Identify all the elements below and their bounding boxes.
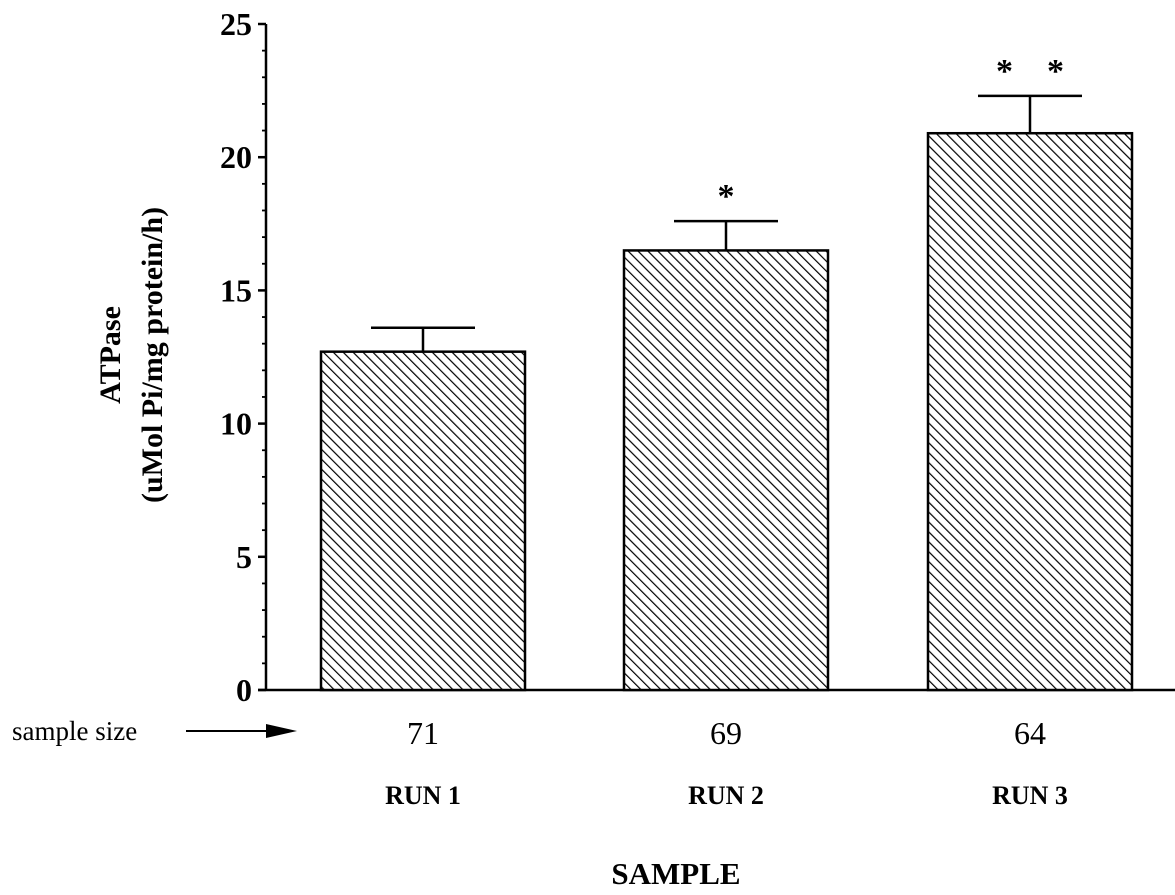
sample-size-value: 71 (407, 715, 439, 751)
sample-size-arrow (186, 724, 297, 738)
x-axis-title: SAMPLE (611, 856, 740, 891)
y-tick-label: 0 (236, 672, 252, 708)
y-axis: 0 5 10 15 20 25 (220, 6, 268, 708)
sample-size-value: 69 (710, 715, 742, 751)
category-label: RUN 2 (688, 781, 764, 810)
y-tick-label: 5 (236, 539, 252, 575)
y-tick-label: 20 (220, 139, 252, 175)
significance-marker: * (718, 178, 735, 215)
category-label: RUN 3 (992, 781, 1068, 810)
sample-size-value: 64 (1014, 715, 1046, 751)
bar (622, 249, 830, 692)
y-tick-label: 25 (220, 6, 252, 42)
sample-size-label: sample size (12, 716, 137, 746)
bar-group (319, 326, 527, 692)
y-tick-label: 15 (220, 272, 252, 308)
bar (926, 131, 1134, 692)
bar (319, 350, 527, 692)
significance-marker: * * (996, 53, 1064, 90)
bar-group: * (622, 178, 830, 692)
y-axis-title-line1: ATPase (94, 306, 127, 404)
bars: * * * (319, 53, 1134, 692)
bar-group: * * (926, 53, 1134, 692)
category-label: RUN 1 (385, 781, 461, 810)
y-tick-label: 10 (220, 406, 252, 442)
category-labels: 71 RUN 1 69 RUN 2 64 RUN 3 (385, 715, 1068, 810)
y-axis-title-line2: (uMol Pi/mg protein/h) (136, 207, 169, 503)
